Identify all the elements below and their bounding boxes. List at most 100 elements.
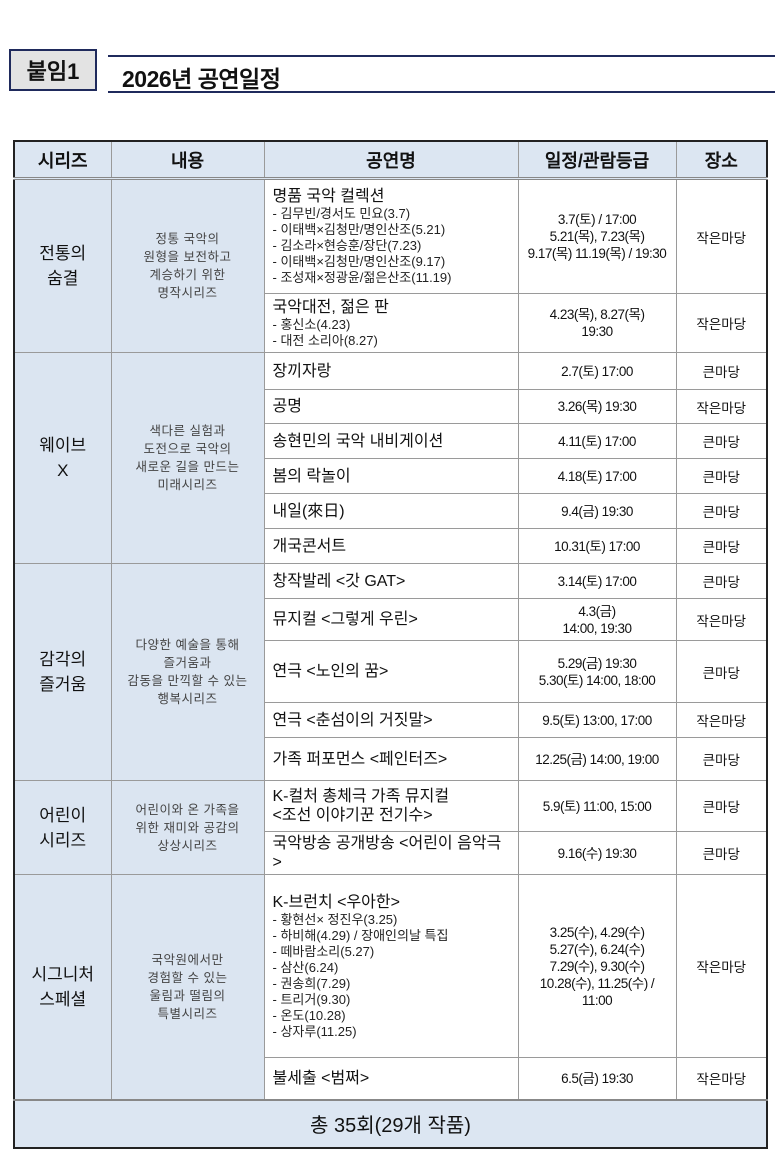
performance-venue: 큰마당 — [675, 458, 768, 494]
performance-detail: - 조성재×정광윤/젊은산조(11.19) — [272, 270, 452, 285]
performance-title: K-컬처 총체극 가족 뮤지컬 <조선 이야기꾼 전기수> — [272, 788, 450, 824]
performance-detail: - 상자루(11.25) — [272, 1023, 357, 1039]
performance-schedule: 4.18(토) 17:00 — [517, 458, 677, 494]
performance-detail: - 김소라×현승훈/장단(7.23) — [272, 238, 422, 253]
series-description: 색다른 실험과 도전으로 국악의 새로운 길을 만드는 미래시리즈 — [110, 352, 265, 564]
performance-schedule: 5.9(토) 11:00, 15:00 — [517, 780, 677, 832]
attachment-label: 붙임1 — [9, 49, 97, 91]
table-row: 뮤지컬 <그렇게 우린> 4.3(금) 14:00, 19:30 작은마당 — [14, 598, 768, 641]
performance-detail: - 김무빈/경서도 민요(3.7) — [272, 206, 411, 221]
series-description: 정통 국악의 원형을 보전하고 계승하기 위한 명작시리즈 — [110, 178, 265, 353]
column-header-series: 시리즈 — [13, 140, 112, 180]
performance-cell: 불세출 <범쩌> — [263, 1057, 519, 1100]
performance-title: 내일(來日) — [272, 502, 345, 520]
performance-detail: - 이태백×김청만/명인산조(5.21) — [272, 222, 446, 237]
performance-venue: 큰마당 — [675, 563, 768, 599]
column-header-description: 내용 — [110, 140, 265, 180]
performance-detail: - 하비해(4.29) / 장애인의날 특집 — [272, 927, 449, 943]
column-header-schedule: 일정/관람등급 — [517, 140, 677, 180]
performance-cell: 봄의 락놀이 — [263, 458, 519, 494]
performance-cell: 명품 국악 컬렉션 - 김무빈/경서도 민요(3.7) - 이태백×김청만/명인산조… — [263, 178, 519, 294]
performance-venue: 작은마당 — [675, 1057, 768, 1100]
performance-cell: 연극 <춘섬이의 거짓말> — [263, 702, 519, 738]
performance-cell: 송현민의 국악 내비게이션 — [263, 423, 519, 459]
performance-venue: 큰마당 — [675, 831, 768, 875]
performance-schedule: 4.23(목), 8.27(목) 19:30 — [517, 293, 677, 353]
series-description: 어린이와 온 가족을 위한 재미와 공감의 상상시리즈 — [110, 780, 265, 875]
performance-schedule: 6.5(금) 19:30 — [517, 1057, 677, 1100]
table-row: 내일(來日) 9.4(금) 19:30 큰마당 — [14, 493, 768, 529]
performance-cell: 공명 — [263, 389, 519, 424]
performance-schedule: 12.25(금) 14:00, 19:00 — [517, 737, 677, 781]
performance-detail: - 대전 소리아(8.27) — [272, 332, 378, 348]
performance-schedule: 10.31(토) 17:00 — [517, 528, 677, 564]
performance-title: 공명 — [272, 398, 302, 415]
attachment-label-text: 붙임1 — [26, 59, 80, 84]
table-row: 전통의 숨결 정통 국악의 원형을 보전하고 계승하기 위한 명작시리즈 명품 국악… — [13, 178, 768, 353]
column-header-venue: 장소 — [675, 140, 768, 180]
performance-cell: 창작발레 <갓 GAT> — [263, 563, 519, 599]
performance-schedule: 9.16(수) 19:30 — [517, 831, 677, 875]
performance-detail: - 권송희(7.29) — [272, 975, 351, 991]
performance-detail: - 황현선× 정진우(3.25) — [272, 911, 398, 927]
performance-title: 장끼자랑 — [272, 362, 332, 380]
performance-title: 연극 <노인의 꿈> — [272, 663, 389, 680]
table-row: 웨이브 X 색다른 실험과 도전으로 국악의 새로운 길을 만드는 미래시리즈 장끼… — [13, 352, 768, 564]
total-count: 총 35회(29개 작품) — [13, 1098, 768, 1148]
series-name: 감각의 즐거움 — [13, 563, 112, 781]
series-name: 웨이브 X — [13, 352, 112, 564]
performance-cell: K-컬처 총체극 가족 뮤지컬 <조선 이야기꾼 전기수> — [263, 780, 519, 832]
performance-venue: 작은마당 — [675, 702, 768, 738]
performance-venue: 큰마당 — [675, 423, 768, 459]
performance-schedule: 3.7(토) / 17:00 5.21(목), 7.23(목) 9.17(목) … — [517, 178, 677, 294]
schedule-table: 시리즈 내용 공연명 일정/관람등급 장소 전통의 숨결 정통 국악의 원형을 보… — [13, 140, 768, 1149]
table-header-row: 시리즈 내용 공연명 일정/관람등급 장소 — [13, 140, 768, 180]
table-row: 연극 <노인의 꿈> 5.29(금) 19:30 5.30(토) 14:00, 1… — [14, 640, 768, 703]
performance-venue: 큰마당 — [675, 352, 768, 390]
performance-venue: 작은마당 — [675, 178, 768, 294]
performance-detail: - 삼산(6.24) — [272, 959, 339, 975]
table-row: 시그니처 스페셜 국악원에서만 경험할 수 있는 울림과 떨림의 특별시리즈 K-브… — [13, 874, 768, 1100]
performance-cell: 국악대전, 젊은 판- 홍신소(4.23) - 대전 소리아(8.27) — [263, 293, 519, 353]
page-title: 2026년 공연일정 — [122, 66, 281, 92]
performance-title: 가족 퍼포먼스 <페인터즈> — [272, 750, 448, 768]
series-description: 다양한 예술을 통해 즐거움과 감동을 만끽할 수 있는 행복시리즈 — [110, 563, 265, 781]
performance-title: 뮤지컬 <그렇게 우린> — [272, 611, 418, 628]
performance-venue: 큰마당 — [675, 780, 768, 832]
performance-cell: 내일(來日) — [263, 493, 519, 529]
performance-cell: K-브런치 <우아한> - 황현선× 정진우(3.25) - 하비해(4.29) /… — [263, 874, 519, 1058]
performance-title: 창작발레 <갓 GAT> — [272, 572, 406, 590]
table-row: 송현민의 국악 내비게이션 4.11(토) 17:00 큰마당 — [14, 423, 768, 459]
performance-cell: 국악방송 공개방송 <어린이 음악극> — [263, 831, 519, 875]
series-name: 시그니처 스페셜 — [13, 874, 112, 1100]
performance-detail: - 트리거(9.30) — [272, 991, 351, 1007]
table-row: 어린이 시리즈 어린이와 온 가족을 위한 재미와 공감의 상상시리즈 K-컬처 총… — [13, 780, 768, 875]
series-description: 국악원에서만 경험할 수 있는 울림과 떨림의 특별시리즈 — [110, 874, 265, 1100]
performance-schedule: 5.29(금) 19:30 5.30(토) 14:00, 18:00 — [517, 640, 677, 703]
performance-venue: 작은마당 — [675, 598, 768, 641]
table-row: 가족 퍼포먼스 <페인터즈> 12.25(금) 14:00, 19:00 큰마당 — [14, 737, 768, 781]
performance-venue: 작은마당 — [675, 874, 768, 1058]
performance-schedule: 3.14(토) 17:00 — [517, 563, 677, 599]
table-row: 개국콘서트 10.31(토) 17:00 큰마당 — [14, 528, 768, 564]
performance-venue: 큰마당 — [675, 737, 768, 781]
performance-schedule: 3.26(목) 19:30 — [517, 389, 677, 424]
performance-title: K-브런치 <우아한> — [272, 893, 400, 911]
table-row: 감각의 즐거움 다양한 예술을 통해 즐거움과 감동을 만끽할 수 있는 행복시리… — [13, 563, 768, 781]
performance-schedule: 2.7(토) 17:00 — [517, 352, 677, 390]
performance-title: 명품 국악 컬렉션 — [272, 188, 385, 205]
column-header-title: 공연명 — [263, 140, 519, 180]
performance-detail: - 이태백×김청만/명인산조(9.17) — [272, 254, 446, 269]
performance-detail: - 홍신소(4.23) — [272, 316, 351, 332]
performance-title: 봄의 락놀이 — [272, 467, 351, 485]
series-name: 전통의 숨결 — [13, 178, 112, 353]
performance-schedule: 9.4(금) 19:30 — [517, 493, 677, 529]
total-row: 총 35회(29개 작품) — [13, 1098, 768, 1148]
series-name: 어린이 시리즈 — [13, 780, 112, 875]
performance-title: 국악대전, 젊은 판 — [272, 298, 389, 316]
performance-venue: 큰마당 — [675, 640, 768, 703]
performance-venue: 큰마당 — [675, 528, 768, 564]
performance-venue: 작은마당 — [675, 389, 768, 424]
performance-detail: - 온도(10.28) — [272, 1007, 346, 1023]
table-row: 불세출 <범쩌> 6.5(금) 19:30 작은마당 — [14, 1057, 768, 1100]
